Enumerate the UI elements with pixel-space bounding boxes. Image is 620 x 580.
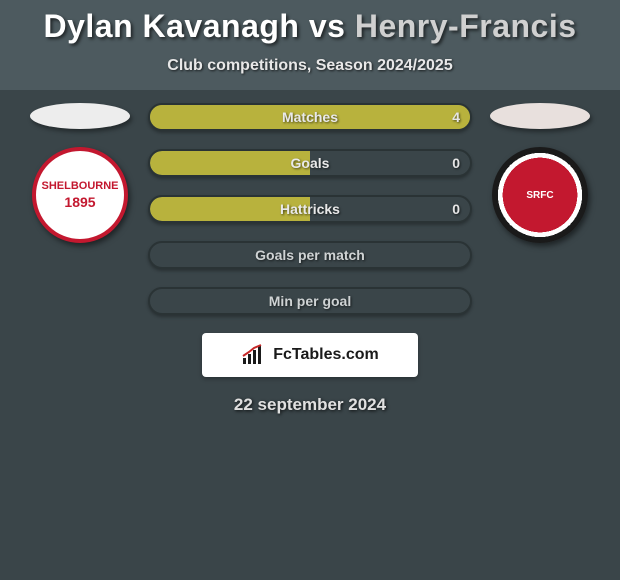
- brand-text: FcTables.com: [273, 346, 379, 364]
- stat-bar-label: Matches: [282, 109, 338, 125]
- stat-bar: Hattricks 0: [148, 195, 472, 223]
- stat-bar: Matches 4: [148, 103, 472, 131]
- player1-side: SHELBOURNE 1895: [20, 103, 140, 243]
- player2-photo-placeholder: [490, 103, 590, 129]
- stat-bar: Min per goal: [148, 287, 472, 315]
- brand-chart-icon: [241, 344, 267, 366]
- date: 22 september 2024: [0, 395, 620, 415]
- stat-bar: Goals per match: [148, 241, 472, 269]
- stat-bar-value: 4: [452, 109, 460, 125]
- title-player1: Dylan Kavanagh: [43, 8, 299, 44]
- stat-bar: Goals 0: [148, 149, 472, 177]
- stat-bar-value: 0: [452, 155, 460, 171]
- title-vs: vs: [309, 8, 346, 44]
- page-title: Dylan Kavanagh vs Henry-Francis: [0, 0, 620, 45]
- stat-bar-fill: [150, 151, 310, 175]
- stat-bar-value: 0: [452, 201, 460, 217]
- subtitle: Club competitions, Season 2024/2025: [0, 57, 620, 75]
- crest-left-year: 1895: [64, 194, 95, 210]
- title-player2: Henry-Francis: [355, 8, 577, 44]
- player1-photo-placeholder: [30, 103, 130, 129]
- content: Dylan Kavanagh vs Henry-Francis Club com…: [0, 0, 620, 415]
- comparison-main: SHELBOURNE 1895 Matches 4 Goals 0 Hattricks 0…: [0, 103, 620, 315]
- stat-bar-label: Goals per match: [255, 247, 365, 263]
- player2-club-crest: SRFC: [492, 147, 588, 243]
- stat-bar-label: Goals: [291, 155, 330, 171]
- crest-right-text: SRFC: [526, 190, 553, 201]
- player2-side: SRFC: [480, 103, 600, 243]
- crest-left-name: SHELBOURNE: [41, 180, 118, 192]
- stat-bar-label: Hattricks: [280, 201, 340, 217]
- brand-box: FcTables.com: [202, 333, 418, 377]
- player1-club-crest: SHELBOURNE 1895: [32, 147, 128, 243]
- stat-bars: Matches 4 Goals 0 Hattricks 0 Goals per match M…: [140, 103, 480, 315]
- stat-bar-label: Min per goal: [269, 293, 351, 309]
